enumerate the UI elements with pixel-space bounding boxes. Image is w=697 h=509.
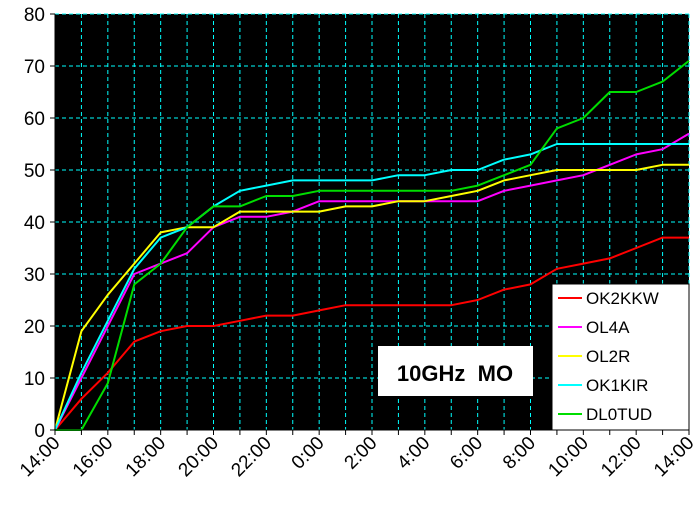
y-tick-label: 10 [24,369,45,390]
chart-title: 10GHz MO [397,361,513,386]
series-layer [54,60,690,431]
y-tick-label: 60 [24,109,45,130]
series-line-ok2kkw [54,236,689,431]
title-box: 10GHz MO [378,346,533,396]
legend: OK2KKW OL4A OL2R OK1KIR DL0TUD [551,283,690,431]
legend-label-ok1kir: OK1KIR [586,376,648,395]
legend-label-dl0tud: DL0TUD [586,405,652,424]
y-tick-label: 50 [24,161,45,182]
y-axis-ticks: 0 10 20 30 40 50 60 70 80 [24,5,55,442]
series-line-ol2r [54,163,689,431]
y-tick-label: 30 [24,265,45,286]
y-tick-label: 0 [34,421,45,442]
y-tick-label: 70 [24,57,45,78]
title-background [378,346,533,396]
y-tick-label: 80 [24,5,45,26]
y-tick-label: 40 [24,213,45,234]
y-tick-label: 20 [24,317,45,338]
legend-label-ol2r: OL2R [586,347,630,366]
legend-label-ok2kkw: OK2KKW [586,289,659,308]
legend-label-ol4a: OL4A [586,318,630,337]
series-line-dl0tud [55,60,690,431]
series-line-ok1kir [54,143,689,431]
